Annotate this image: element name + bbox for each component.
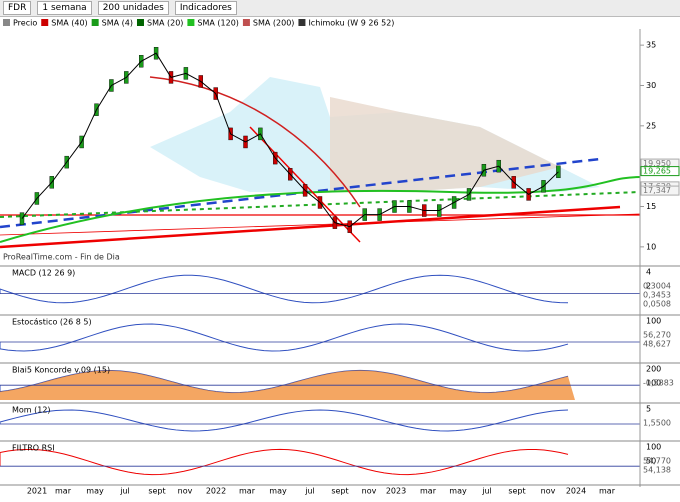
indicators[interactable]: Indicadores xyxy=(174,1,237,15)
panel-value: 56,270 xyxy=(643,331,671,340)
price-label: 19,265 xyxy=(643,167,671,176)
y-tick-label: 15 xyxy=(646,202,656,211)
x-tick-label: nov xyxy=(362,487,377,496)
y-tick-label: 35 xyxy=(646,41,656,50)
x-tick-label: jul xyxy=(304,487,315,496)
panel-value: 54,770 xyxy=(643,457,671,466)
indicator-line xyxy=(0,409,569,432)
price-label-box xyxy=(640,166,680,177)
x-tick-label: mar xyxy=(420,487,437,496)
legend-entry: SMA (200) xyxy=(253,19,295,28)
panel-tick: 100 xyxy=(646,379,661,388)
x-tick-label: may xyxy=(449,487,467,496)
price-label: 19,950 xyxy=(643,159,671,168)
x-tick-label: may xyxy=(86,487,104,496)
price-line xyxy=(21,52,559,228)
y-tick-label: 10 xyxy=(646,242,656,251)
y-tick-label: 25 xyxy=(646,121,656,130)
panel-title: FILTRO RSI xyxy=(12,444,55,453)
toolbar: FDR 1 semana 200 unidades Indicadores xyxy=(0,0,680,17)
panel-value: 0,3004 xyxy=(643,282,671,291)
panel-value: 48,627 xyxy=(643,340,671,349)
panel-value: 54,138 xyxy=(643,466,671,475)
legend-swatch xyxy=(41,19,49,26)
units[interactable]: 200 unidades xyxy=(97,1,169,15)
panel-title: Blai5 Koncorde v.09 (15) xyxy=(12,366,110,375)
x-tick-label: 2022 xyxy=(206,487,226,496)
x-tick-label: mar xyxy=(239,487,256,496)
legend-entry: Precio xyxy=(13,19,37,28)
x-tick-label: may xyxy=(269,487,287,496)
indicator-line xyxy=(0,323,569,352)
x-tick-label: mar xyxy=(55,487,72,496)
x-tick-label: jul xyxy=(481,487,492,496)
legend-swatch xyxy=(298,19,306,26)
price-label: 17,347 xyxy=(643,186,671,195)
panel-value: 1,5500 xyxy=(643,419,671,428)
panel-value: 0,0508 xyxy=(643,300,671,309)
legend-entry: SMA (4) xyxy=(102,19,133,28)
panel-tick: 2 xyxy=(646,282,651,291)
legend-swatch xyxy=(136,19,144,26)
watermark: ProRealTime.com - Fin de Dia xyxy=(3,253,120,262)
legend-swatch xyxy=(187,19,195,26)
panel-title: MACD (12 26 9) xyxy=(12,269,75,278)
legend-swatch xyxy=(91,19,99,26)
legend-entry: SMA (120) xyxy=(197,19,239,28)
legend-swatch xyxy=(242,19,250,26)
period[interactable]: 1 semana xyxy=(37,1,92,15)
indicator-line xyxy=(0,274,569,304)
symbol[interactable]: FDR xyxy=(3,1,32,15)
legend-entry: SMA (20) xyxy=(147,19,183,28)
panel-tick: 100 xyxy=(646,317,661,326)
panel-tick: 5 xyxy=(646,405,651,414)
x-tick-label: sept xyxy=(508,487,525,496)
x-tick-label: nov xyxy=(541,487,556,496)
legend-entry: SMA (40) xyxy=(51,19,87,28)
y-tick-label: 30 xyxy=(646,81,656,90)
panel-title: Mom (12) xyxy=(12,406,51,415)
legend-entry: Ichimoku (W 9 26 52) xyxy=(308,19,394,28)
panel-title: Estocástico (26 8 5) xyxy=(12,318,92,327)
x-tick-label: 2023 xyxy=(386,487,406,496)
x-tick-label: sept xyxy=(148,487,165,496)
panel-tick: 50 xyxy=(646,457,656,466)
x-tick-label: mar xyxy=(599,487,616,496)
x-tick-label: jul xyxy=(119,487,130,496)
panel-tick: 200 xyxy=(646,365,661,374)
panel-value: -0,5883 xyxy=(643,379,674,388)
x-tick-label: 2024 xyxy=(566,487,586,496)
panel-tick: 4 xyxy=(646,268,651,277)
x-tick-label: nov xyxy=(178,487,193,496)
panel-value: 0,3453 xyxy=(643,291,671,300)
panel-tick: 100 xyxy=(646,443,661,452)
x-tick-label: 2021 xyxy=(27,487,47,496)
price-label-box xyxy=(640,185,680,196)
legend-swatch xyxy=(3,19,10,26)
x-tick-label: sept xyxy=(331,487,348,496)
indicator-line xyxy=(0,448,569,476)
